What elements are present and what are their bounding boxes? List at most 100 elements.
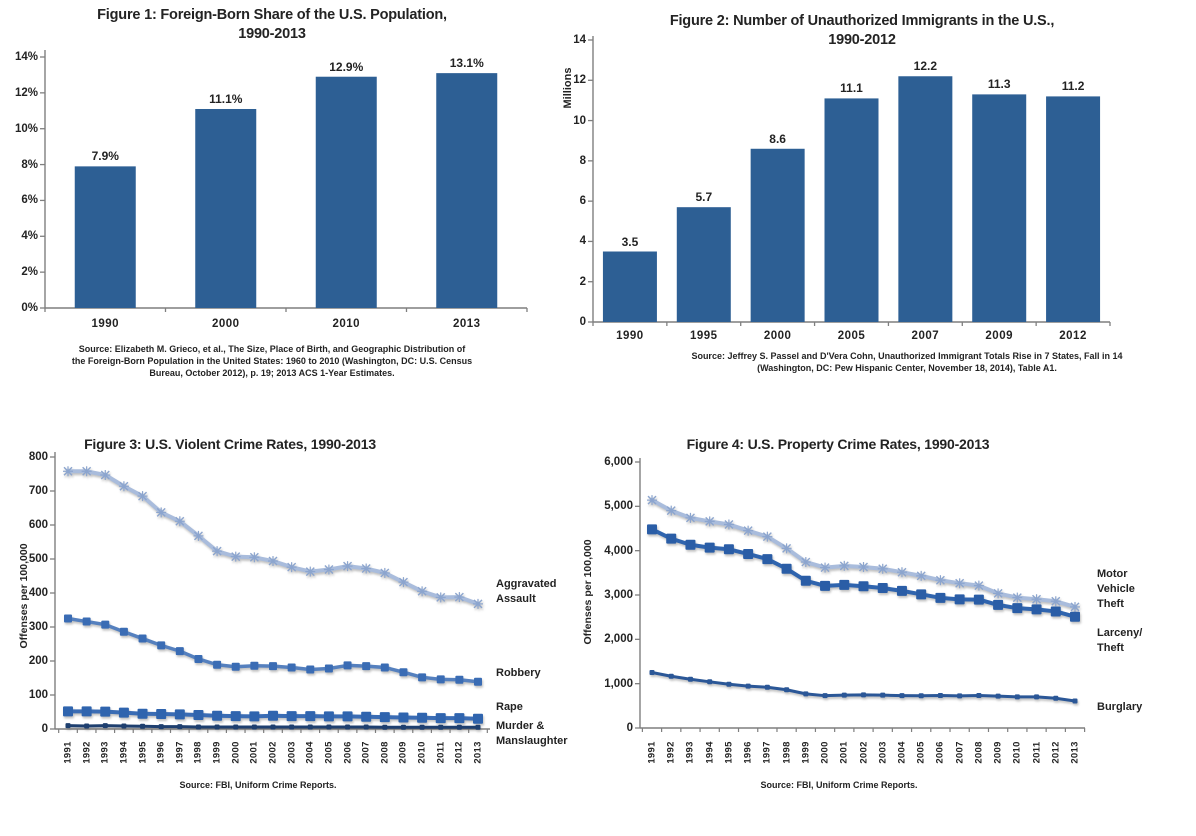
marker (1053, 695, 1059, 701)
fig3-ytick-label-2: 200 (28, 655, 48, 667)
fig3-year-label-1991: 1991 (62, 741, 74, 764)
fig1-bar-2010 (315, 76, 377, 308)
fig2-bar-1990 (602, 251, 657, 322)
fig2-ytick-label-6: 12 (573, 74, 586, 87)
marker (138, 634, 147, 643)
marker (937, 693, 943, 699)
marker (726, 681, 732, 687)
marker (861, 692, 866, 698)
marker (399, 668, 408, 677)
fig4-ytick-label-6: 6,000 (604, 456, 633, 468)
marker (1050, 606, 1061, 617)
marker (685, 539, 696, 550)
fig1-value-label-1990: 7.9% (91, 149, 119, 164)
marker (195, 724, 201, 730)
fig4-year-label-2006: 2006 (934, 741, 946, 764)
fig4-ytick-label-0: 0 (626, 722, 633, 734)
marker (1012, 603, 1023, 614)
marker (306, 665, 315, 674)
series-line (650, 527, 1077, 619)
marker (973, 594, 984, 605)
series-line (66, 469, 480, 606)
fig2-category-label-1990: 1990 (616, 330, 644, 342)
fig4-ytick-label-3: 3,000 (604, 589, 633, 601)
fig3-ytick-label-5: 500 (28, 553, 48, 565)
marker (363, 724, 369, 730)
fig1-category-label-2013: 2013 (452, 318, 481, 330)
fig4-year-label-2010: 2010 (1011, 741, 1023, 764)
marker (81, 706, 92, 717)
marker (995, 693, 1001, 699)
fig4-year-label-2012: 2012 (1050, 741, 1062, 764)
marker (456, 724, 462, 730)
fig1-ytick-label-6: 12% (14, 86, 38, 99)
marker (379, 712, 390, 723)
fig3-series-murder-manslaughter (65, 723, 481, 730)
marker (820, 580, 831, 591)
fig4-year-label-1995: 1995 (723, 741, 735, 764)
marker (65, 723, 71, 729)
marker (269, 662, 277, 671)
marker (268, 710, 278, 721)
marker (305, 711, 316, 722)
fig3-year-label-2012: 2012 (453, 741, 465, 764)
fig3-ytick-label-1: 100 (28, 689, 48, 701)
fig1-source: Source: Elizabeth M. Grieco, et al., The… (71, 344, 473, 378)
fig3-year-label-1997: 1997 (174, 741, 186, 764)
marker (345, 724, 351, 730)
fig1-ytick-label-4: 8% (21, 158, 38, 171)
marker (362, 662, 371, 671)
fig3-ytick-label-4: 400 (28, 587, 48, 599)
fig1-category-label-1990: 1990 (91, 318, 120, 330)
fig3-year-label-1992: 1992 (81, 741, 93, 764)
fig2-ytick-label-5: 10 (573, 114, 586, 127)
fig3-year-label-1998: 1998 (192, 741, 204, 764)
marker (326, 724, 332, 730)
marker (82, 617, 91, 626)
marker (137, 708, 148, 719)
fig1-title: Figure 1: Foreign-Born Share of the U.S.… (97, 7, 447, 42)
fig1-ytick-label-3: 6% (21, 194, 38, 207)
marker (743, 548, 754, 559)
fig3-series-rape (63, 706, 483, 724)
fig3-year-label-2011: 2011 (435, 741, 447, 764)
series-line (66, 616, 480, 684)
fig2-bar-2009 (972, 94, 1027, 322)
marker (668, 673, 674, 679)
fig2-value-label-2009: 11.3 (987, 77, 1011, 92)
fig3-year-label-2009: 2009 (397, 741, 409, 764)
fig3-ytick-label-0: 0 (41, 723, 48, 735)
fig2-category-label-2000: 2000 (763, 330, 792, 342)
fig1-ytick-label-5: 10% (14, 122, 38, 135)
marker (723, 544, 734, 555)
fig4-year-label-2002: 2002 (858, 741, 869, 764)
marker (64, 614, 72, 623)
fig3-year-label-1999: 1999 (211, 741, 223, 764)
fig3-year-label-2005: 2005 (323, 741, 335, 764)
marker (839, 579, 850, 590)
marker (841, 692, 847, 698)
fig3-year-label-2008: 2008 (379, 741, 391, 764)
fig2-category-label-2007: 2007 (911, 330, 940, 342)
marker (156, 709, 167, 720)
fig4-year-label-2004: 2004 (896, 741, 908, 764)
fig2-ytick-label-3: 6 (579, 195, 586, 208)
fig2-category-label-2005: 2005 (837, 330, 866, 342)
marker (400, 724, 406, 730)
marker (231, 662, 240, 671)
marker (1034, 694, 1040, 700)
fig4-year-label-2009: 2009 (992, 741, 1004, 764)
marker (101, 620, 110, 629)
marker (899, 693, 905, 699)
fig3-ytick-label-6: 600 (28, 519, 48, 531)
fig4-year-label-1994: 1994 (704, 741, 716, 764)
fig4-source: Source: FBI, Uniform Crime Reports. (760, 780, 918, 790)
fig2-ytick-label-7: 14 (573, 34, 586, 46)
fig4-year-label-2005: 2005 (915, 741, 927, 764)
fig4-series-burglary (649, 669, 1078, 704)
marker (214, 724, 220, 730)
fig4-year-label-2007: 2007 (954, 741, 966, 764)
fig4-year-label-2000: 2000 (819, 741, 831, 764)
fig4-title: Figure 4: U.S. Property Crime Rates, 199… (686, 436, 990, 452)
